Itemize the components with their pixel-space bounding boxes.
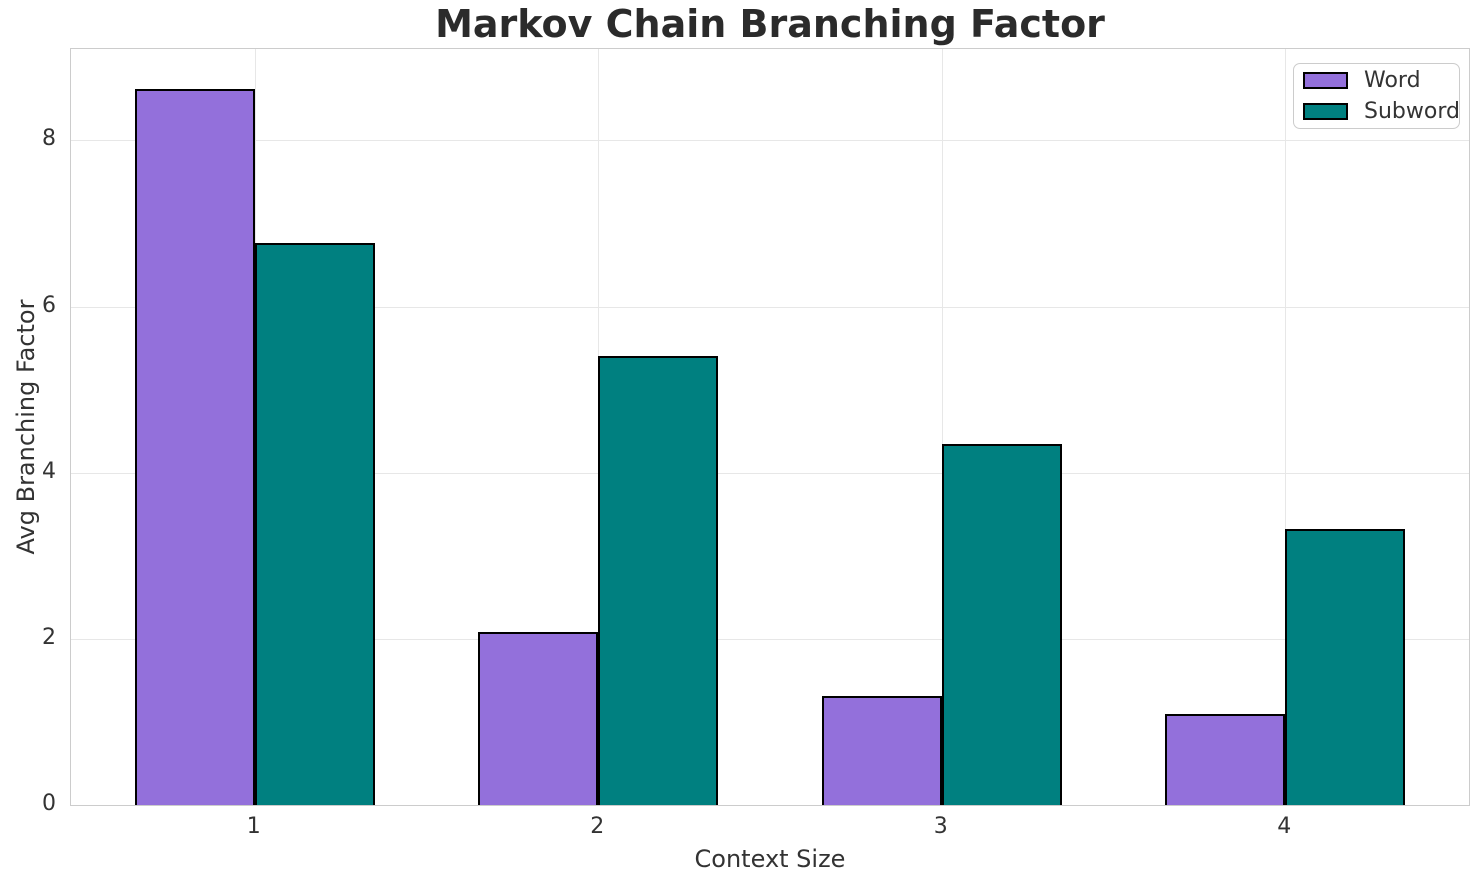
bar-subword-context-2	[598, 355, 719, 805]
plot-area	[70, 48, 1470, 806]
bar-subword-context-3	[941, 444, 1062, 805]
gridline-vertical	[941, 49, 943, 805]
bar-subword-context-4	[1285, 529, 1406, 805]
bar-word-context-1	[134, 88, 255, 805]
bar-word-context-3	[821, 696, 942, 805]
y-tick-label: 2	[42, 624, 56, 650]
x-tick-label: 3	[933, 814, 948, 839]
bar-word-context-4	[1165, 713, 1286, 805]
gridline-horizontal	[71, 472, 1469, 474]
legend-swatch-word	[1303, 72, 1348, 89]
gridline-vertical	[1285, 49, 1287, 805]
legend-swatch-subword	[1303, 103, 1348, 120]
y-tick-label: 4	[42, 458, 56, 484]
chart-title: Markov Chain Branching Factor	[435, 2, 1105, 46]
x-tick-label: 1	[246, 814, 261, 839]
legend-item-word: Word	[1303, 67, 1459, 94]
bar-subword-context-1	[254, 243, 375, 805]
gridline-horizontal	[71, 638, 1469, 640]
x-tick-label: 4	[1277, 814, 1292, 839]
y-tick-label: 0	[42, 791, 56, 816]
bar-word-context-2	[478, 632, 599, 805]
legend: Word Subword	[1293, 63, 1460, 129]
legend-label: Subword	[1364, 99, 1460, 124]
y-tick-label: 8	[42, 126, 56, 152]
x-tick-label: 2	[590, 814, 605, 839]
gridline-horizontal	[71, 140, 1469, 142]
legend-label: Word	[1364, 68, 1421, 93]
x-axis-label: Context Size	[694, 845, 846, 873]
y-axis-label: Avg Branching Factor	[12, 299, 40, 555]
y-tick-label: 6	[42, 292, 56, 318]
gridline-horizontal	[71, 306, 1469, 308]
legend-item-subword: Subword	[1303, 98, 1460, 125]
